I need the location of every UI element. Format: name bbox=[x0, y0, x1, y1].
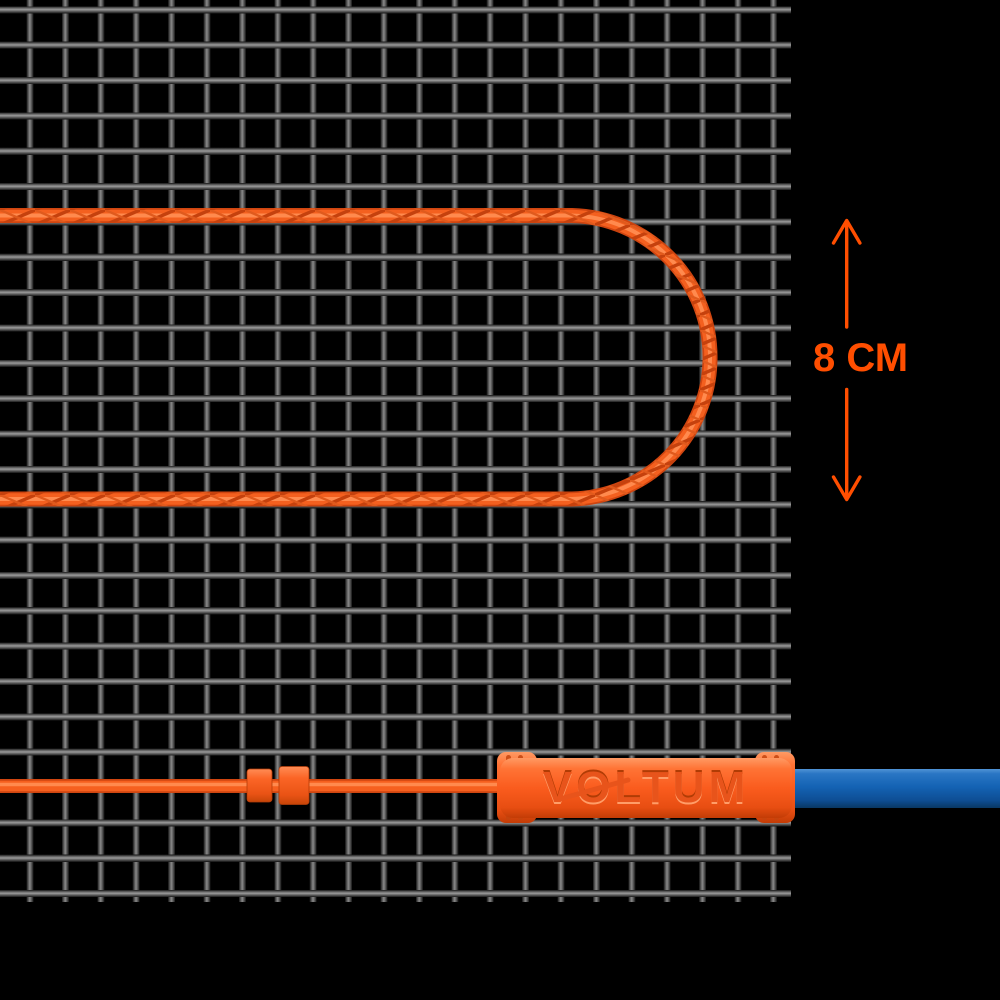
cable-splice-clips bbox=[246, 766, 310, 805]
heating-cable-highlight bbox=[0, 213, 712, 501]
mesh-grid-horizontal-wires bbox=[0, 0, 791, 898]
brand-logo-slash bbox=[557, 777, 631, 802]
power-supply-cable bbox=[788, 769, 1000, 808]
heating-cable-outline bbox=[0, 208, 718, 507]
spacing-label: 8 СМ bbox=[813, 336, 908, 380]
heating-cable-spiral-wrap bbox=[0, 208, 717, 506]
arrow-down-icon bbox=[831, 475, 862, 502]
heating-cable-loop bbox=[0, 208, 718, 507]
brand-label-shadow: VOLTUM bbox=[543, 761, 750, 810]
brand-label: VOLTUM bbox=[543, 763, 750, 812]
coupling-connector: VOLTUM VOLTUM VOLTUM bbox=[497, 752, 795, 823]
spacing-dimension: 8 СМ bbox=[813, 218, 908, 502]
heating-cable bbox=[0, 209, 716, 505]
brand-label-highlight: VOLTUM bbox=[543, 765, 750, 814]
cable-splice-clip-right bbox=[278, 766, 310, 805]
cable-splice-clip-left bbox=[246, 768, 273, 803]
connector-body bbox=[500, 758, 792, 818]
